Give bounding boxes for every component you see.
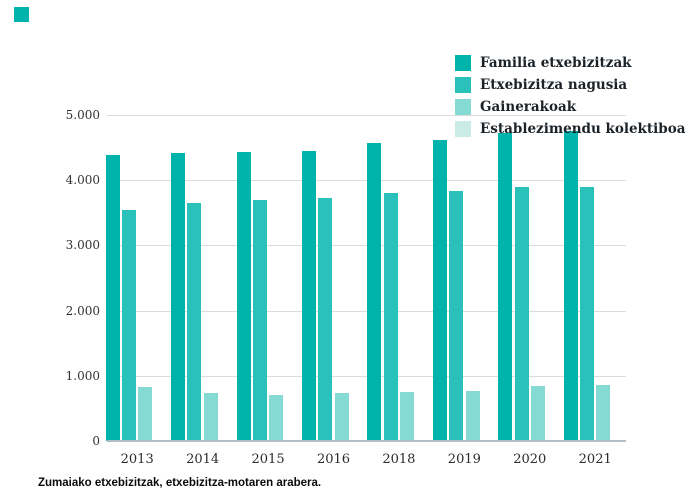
gridline	[107, 115, 626, 116]
bar-etxebizitza-nagusia-2015	[252, 199, 267, 441]
y-tick-label: 3.000	[65, 238, 100, 253]
brand-mark-square	[14, 7, 29, 22]
bar-etxebizitza-nagusia-2019	[449, 191, 464, 441]
bar-etxebizitza-nagusia-2021	[580, 187, 595, 441]
gridline	[107, 245, 626, 247]
bar-gainerakoak-2014	[203, 393, 218, 441]
y-tick-label: 2.000	[65, 303, 100, 318]
x-tick-label: 2015	[251, 452, 285, 467]
y-tick-label: 0	[92, 434, 100, 448]
bar-familia-etxebizitzak-2014	[171, 153, 186, 441]
x-tick-label: 2021	[578, 452, 612, 467]
legend-label: Familia etxebizitzak	[480, 55, 632, 71]
bar-etxebizitza-nagusia-2014	[187, 203, 202, 441]
legend-item-etxebizitza-nagusia: Etxebizitza nagusia	[455, 74, 700, 96]
legend-label: Etxebizitza nagusia	[480, 77, 628, 93]
legend-swatch-gainerakoak	[455, 99, 471, 115]
y-tick-label: 4.000	[65, 173, 100, 188]
bar-etxebizitza-nagusia-2018	[383, 192, 398, 441]
gridline	[107, 375, 626, 377]
bar-familia-etxebizitzak-2018	[367, 143, 382, 441]
y-tick-label: 1.000	[65, 368, 100, 383]
bar-gainerakoak-2016	[334, 393, 349, 441]
bar-familia-etxebizitzak-2019	[432, 140, 447, 441]
legend-item-establezimendu-kolektiboa: Establezimendu kolektiboa	[455, 118, 700, 140]
gridline	[107, 310, 626, 312]
bar-gainerakoak-2015	[269, 395, 284, 441]
legend-item-familia-etxebizitzak: Familia etxebizitzak	[455, 52, 700, 74]
x-axis-baseline	[107, 440, 626, 442]
legend-swatch-etxebizitza-nagusia	[455, 77, 471, 93]
bar-etxebizitza-nagusia-2016	[318, 198, 333, 441]
bar-familia-etxebizitzak-2020	[498, 132, 513, 441]
legend-swatch-establezimendu-kolektiboa	[455, 121, 471, 137]
y-tick-label: 5.000	[65, 108, 100, 122]
bar-gainerakoak-2020	[530, 385, 545, 441]
legend-label: Gainerakoak	[480, 99, 577, 115]
bar-familia-etxebizitzak-2015	[236, 152, 251, 441]
bar-familia-etxebizitzak-2021	[563, 131, 578, 441]
x-tick-label: 2013	[120, 452, 154, 467]
bar-gainerakoak-2013	[138, 386, 153, 441]
bar-gainerakoak-2018	[400, 391, 415, 441]
bar-familia-etxebizitzak-2016	[301, 150, 316, 441]
x-tick-label: 2020	[513, 452, 547, 467]
gridline	[107, 180, 626, 182]
x-tick-label: 2016	[316, 452, 351, 467]
chart-caption: Zumaiako etxebizitzak, etxebizitza-motar…	[38, 477, 322, 489]
x-tick-label: 2014	[186, 452, 220, 467]
bar-familia-etxebizitzak-2013	[105, 154, 120, 441]
bar-gainerakoak-2021	[596, 384, 611, 441]
x-tick-label: 2019	[447, 452, 481, 467]
bar-etxebizitza-nagusia-2013	[122, 210, 137, 441]
bar-gainerakoak-2019	[465, 390, 480, 441]
x-tick-label: 2018	[382, 452, 416, 467]
legend-label: Establezimendu kolektiboa	[480, 121, 686, 137]
chart-legend: Familia etxebizitzak Etxebizitza nagusia…	[455, 52, 700, 140]
bar-etxebizitza-nagusia-2020	[514, 187, 529, 441]
legend-item-gainerakoak: Gainerakoak	[455, 96, 700, 118]
legend-swatch-familia-etxebizitzak	[455, 55, 471, 71]
